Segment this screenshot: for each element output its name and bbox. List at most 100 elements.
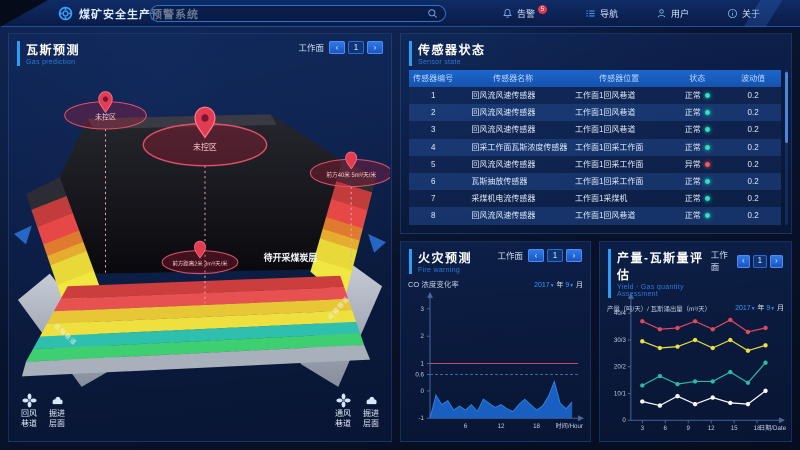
pager-next-button[interactable]: › — [367, 41, 383, 54]
cell-value: 0.2 — [747, 159, 759, 169]
col-header-value: 波动值 — [741, 74, 766, 83]
chevron-down-icon[interactable]: ▾ — [771, 306, 775, 312]
cell-status-text: 正常 — [684, 142, 701, 152]
coal-seam-label: 待开采煤炭层 — [264, 252, 318, 263]
cell-status-text: 正常 — [684, 91, 701, 101]
sensor-table-rows: 1 回风流风速传感器 工作面1回风巷道 正常 0.2 2 回风流风速传感器 工作… — [409, 87, 781, 225]
pager-prev-button[interactable]: ‹ — [329, 41, 345, 54]
table-row[interactable]: 7 采煤机电流传感器 工作面1采煤机 正常 0.2 — [409, 190, 781, 208]
cell-id: 6 — [430, 177, 436, 187]
svg-text:6: 6 — [664, 425, 668, 432]
search-box[interactable] — [150, 5, 446, 22]
scrollbar-thumb[interactable] — [785, 72, 788, 144]
chevron-down-icon[interactable]: ▾ — [570, 282, 574, 289]
pager-page-button[interactable]: 1 — [547, 249, 563, 262]
cell-name: 瓦斯抽放传感器 — [471, 177, 528, 187]
legend-return-air-tunnel: 回风 巷道 — [21, 393, 37, 429]
airflow-arrow-left — [13, 225, 32, 245]
pager-page-button[interactable]: 1 — [753, 254, 767, 268]
svg-text:3: 3 — [421, 306, 425, 313]
table-row[interactable]: 3 回风流风速传感器 工作面1回风巷道 正常 0.2 — [409, 121, 781, 139]
legend-heading-face-right: 掘进 层面 — [363, 393, 379, 429]
location-pin-icon — [98, 91, 113, 113]
airflow-arrow-right — [368, 233, 387, 253]
svg-text:-1: -1 — [418, 415, 424, 422]
cell-name: 回采工作面瓦斯浓度传感器 — [471, 142, 568, 152]
nav-navigation[interactable]: 导航 — [585, 7, 618, 20]
cell-id: 7 — [430, 194, 436, 204]
workface-pager: 工作面 ‹ 1 › — [298, 41, 383, 54]
svg-text:18: 18 — [533, 423, 540, 430]
svg-text:10/1: 10/1 — [614, 390, 627, 397]
bottom-apron — [21, 344, 371, 377]
location-pin-icon — [345, 151, 358, 170]
nav-navigation-label: 导航 — [599, 9, 618, 19]
location-pin-icon — [194, 106, 216, 139]
pager-prev-button[interactable]: ‹ — [528, 249, 544, 262]
nav-alarm[interactable]: 告警 5 — [502, 5, 547, 20]
table-row[interactable]: 2 回风流风速传感器 工作面1回风巷道 正常 0.2 — [409, 104, 781, 122]
status-dot — [704, 196, 710, 202]
cell-name: 采煤机电流传感器 — [471, 194, 536, 204]
cell-name: 回风流风速传感器 — [471, 159, 536, 169]
fire-prediction-panel: 火灾预测 Fire warning 工作面 ‹ 1 › CO 浓度变化率 201… — [400, 241, 591, 442]
cell-name: 回风流风速传感器 — [471, 108, 536, 118]
chevron-down-icon[interactable]: ▾ — [550, 282, 554, 289]
table-row[interactable]: 4 回采工作面瓦斯浓度传感器 工作面1回采工作面 正常 0.2 — [409, 138, 781, 156]
fire-chart-title: CO 浓度变化率 — [408, 280, 459, 289]
zone-label-right: 前方40米 5m³/天/米 — [326, 171, 376, 179]
gas-band-teal — [32, 321, 361, 350]
pager-prev-button[interactable]: ‹ — [736, 254, 751, 268]
cell-status: 正常 — [669, 142, 725, 153]
cell-position: 工作面1回采工作面 — [574, 159, 644, 169]
table-row[interactable]: 1 回风流风速传感器 工作面1回风巷道 正常 0.2 — [409, 87, 781, 105]
table-row[interactable]: 8 回风流风速传感器 工作面1回风巷道 正常 0.2 — [409, 207, 781, 225]
table-scrollbar[interactable] — [785, 70, 788, 225]
cell-id: 5 — [430, 159, 436, 169]
year-select[interactable]: 2017 — [735, 305, 751, 312]
search-input[interactable] — [158, 7, 427, 20]
pager-next-button[interactable]: › — [566, 249, 582, 262]
year-select[interactable]: 2017 — [534, 281, 550, 289]
status-dot — [704, 110, 710, 116]
cell-status-text: 正常 — [684, 211, 701, 221]
month-select[interactable]: 9 — [766, 305, 771, 312]
warning-zone-bottom[interactable]: 前方距离2米 3m³/天/米 — [161, 240, 239, 275]
svg-text:6: 6 — [464, 423, 468, 430]
month-select[interactable]: 9 — [565, 281, 570, 289]
year-unit: 年 — [757, 305, 765, 312]
yield-gas-panel: 产量-瓦斯量评估 Yield - Gas quantity Assessment… — [599, 241, 792, 442]
fan-icon — [21, 393, 37, 408]
header-nav: 告警 5 导航 用户 关于 — [502, 0, 760, 27]
svg-text:1: 1 — [421, 361, 425, 368]
gas-band-red1 — [60, 275, 345, 299]
pager-next-button[interactable]: › — [769, 254, 784, 268]
pager-page-button[interactable]: 1 — [348, 41, 364, 54]
cell-status: 正常 — [669, 176, 725, 187]
nav-user[interactable]: 用户 — [656, 7, 689, 20]
search-icon[interactable] — [427, 8, 438, 19]
nav-about[interactable]: 关于 — [727, 7, 760, 20]
cell-position: 工作面1回采工作面 — [574, 177, 644, 187]
svg-text:3: 3 — [641, 425, 645, 432]
mining-icon — [366, 396, 377, 405]
yield-chart-title: 产量（吨/天）/ 瓦斯涌出量（m³/天） — [607, 305, 712, 313]
svg-text:0: 0 — [421, 388, 425, 395]
legend-label: 通风 — [335, 409, 351, 418]
sensor-status-panel: 传感器状态 Sensor state 传感器编号 传感器名称 传感器位置 状态 … — [400, 33, 792, 234]
col-header-id: 传感器编号 — [413, 74, 454, 83]
cell-status: 正常 — [669, 124, 725, 135]
table-row[interactable]: 5 回风流风速传感器 工作面1回采工作面 异常 0.2 — [409, 155, 781, 173]
app-logo-icon — [58, 6, 73, 21]
status-dot — [704, 127, 710, 133]
warning-zone-center[interactable]: 未控区 — [142, 106, 268, 167]
gas-panel-title: 瓦斯预测 — [26, 43, 81, 57]
chevron-down-icon[interactable]: ▾ — [751, 306, 755, 312]
cell-status-text: 正常 — [684, 125, 701, 135]
table-row[interactable]: 6 瓦斯抽放传感器 工作面1回采工作面 正常 0.2 — [409, 172, 781, 191]
cell-id: 4 — [430, 142, 436, 152]
cell-value: 0.2 — [747, 177, 759, 187]
warning-zone-right[interactable]: 前方40米 5m³/天/米 — [309, 151, 393, 188]
warning-zone-left[interactable]: 未控区 — [64, 91, 147, 130]
